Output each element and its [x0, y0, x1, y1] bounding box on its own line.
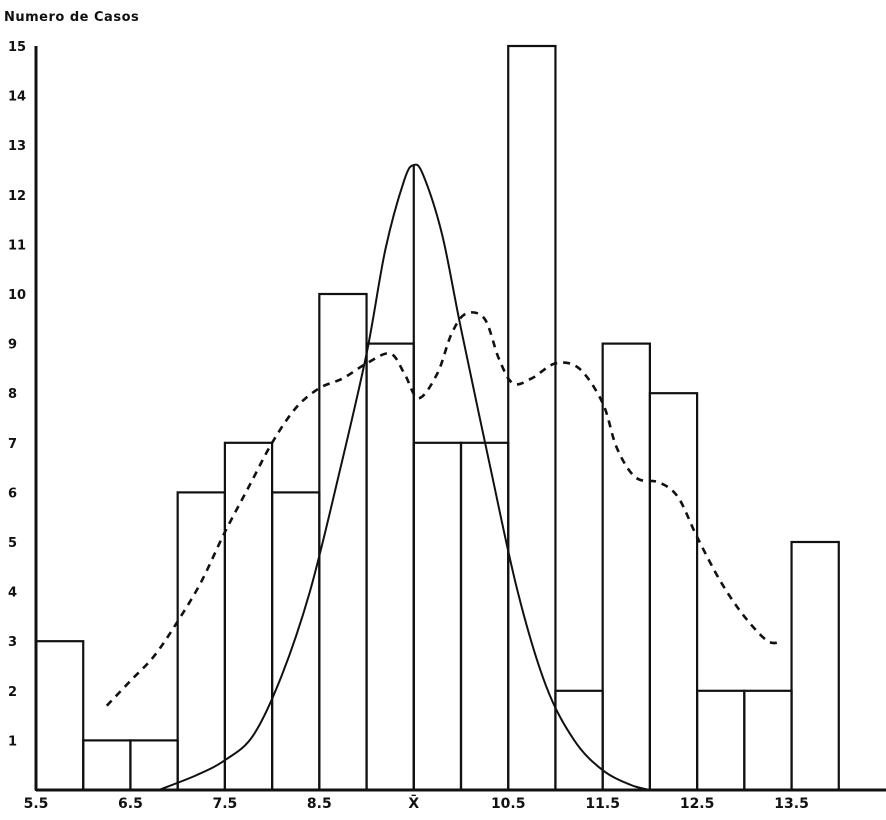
- y-tick-label-13: 13: [8, 139, 26, 154]
- histogram-bar-5: [223, 441, 274, 792]
- x-tick-label-3: 7.5: [212, 796, 237, 812]
- x-tick-label-6: 10.5: [491, 796, 526, 812]
- histogram-bar-15: [696, 689, 746, 792]
- histogram-bar-1: [34, 640, 85, 792]
- y-tick-label-11: 11: [8, 238, 26, 253]
- histogram-bar-6: [271, 491, 321, 792]
- histogram-bars: [34, 44, 840, 792]
- histogram-bar-12: [554, 689, 604, 792]
- y-axis-label: Numero de Casos: [4, 10, 140, 25]
- curves: [105, 163, 783, 791]
- y-tick-label-5: 5: [8, 536, 17, 551]
- x-tick-label-9: 13.5: [774, 796, 809, 812]
- histogram-bar-8: [365, 342, 415, 792]
- y-tick-label-3: 3: [8, 635, 17, 650]
- histogram-bar-14: [648, 392, 699, 792]
- y-tick-label-14: 14: [8, 90, 26, 105]
- histogram-bar-16: [743, 689, 793, 792]
- y-tick-label-4: 4: [8, 586, 17, 601]
- x-tick-label-1: 5.5: [24, 796, 49, 812]
- histogram-bar-17: [790, 540, 840, 792]
- histogram-bar-9: [412, 441, 463, 792]
- y-tick-label-7: 7: [8, 437, 17, 452]
- y-tick-label-8: 8: [8, 387, 17, 402]
- x-tick-label-5: X̄: [408, 793, 419, 812]
- x-tick-label-4: 8.5: [307, 796, 332, 812]
- x-tick-labels: 5.5 6.5 7.5 8.5 X̄ 10.5 11.5 12.5 13.5: [24, 793, 809, 812]
- x-tick-label-7: 11.5: [585, 796, 620, 812]
- normal-curve: [158, 163, 651, 791]
- histogram-bar-3: [129, 739, 179, 792]
- y-tick-label-10: 10: [8, 288, 26, 303]
- y-tick-label-12: 12: [8, 189, 26, 204]
- y-tick-label-6: 6: [8, 486, 17, 501]
- x-tick-label-2: 6.5: [118, 796, 143, 812]
- x-tick-label-8: 12.5: [680, 796, 715, 812]
- y-tick-label-1: 1: [8, 734, 17, 749]
- histogram-bar-13: [601, 342, 651, 792]
- smoothed-dashed-curve: [105, 311, 783, 707]
- axes: [34, 46, 886, 792]
- y-tick-label-15: 15: [8, 40, 26, 55]
- histogram-bar-11: [507, 44, 557, 792]
- histogram-bar-10: [459, 441, 510, 792]
- histogram-bar-4: [176, 491, 226, 792]
- y-tick-label-2: 2: [8, 685, 17, 700]
- histogram-bar-2: [82, 739, 132, 792]
- y-tick-label-9: 9: [8, 338, 17, 353]
